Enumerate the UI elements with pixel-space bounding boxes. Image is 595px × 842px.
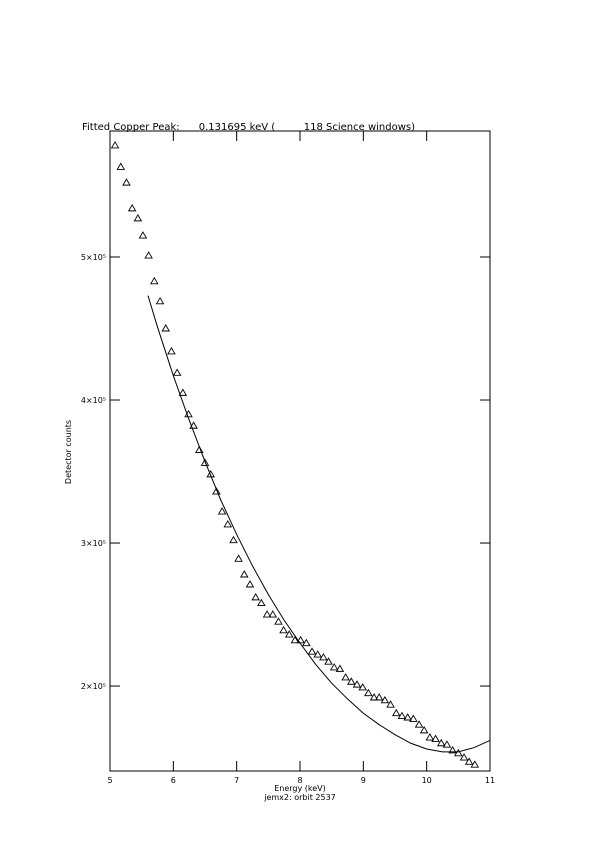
data-point <box>409 714 418 722</box>
data-point <box>239 570 249 578</box>
y-tick-label: 2×10⁵ <box>81 682 106 691</box>
data-point <box>347 677 356 685</box>
data-point <box>448 746 457 754</box>
x-tick-label: 9 <box>361 776 366 785</box>
data-point <box>414 720 424 728</box>
data-point <box>391 708 401 717</box>
data-point <box>229 535 238 544</box>
data-point <box>302 638 311 647</box>
data-point <box>380 695 390 704</box>
data-point <box>464 757 474 765</box>
data-point <box>296 635 305 644</box>
data-point <box>369 693 379 701</box>
data-point <box>319 653 328 661</box>
data-point <box>144 251 153 259</box>
data-point <box>335 664 345 672</box>
x-tick-label: 7 <box>234 776 239 785</box>
data-point <box>470 760 480 768</box>
data-point <box>352 680 362 688</box>
data-point <box>110 141 120 149</box>
data-point <box>178 388 188 396</box>
data-point <box>442 740 452 748</box>
data-point <box>454 748 463 757</box>
data-point <box>161 324 171 332</box>
data-point <box>245 580 255 588</box>
y-tick-label: 4×10⁵ <box>81 396 106 405</box>
x-tick-label: 10 <box>422 776 432 785</box>
data-point <box>329 663 339 671</box>
data-point <box>206 469 215 478</box>
data-point <box>122 178 131 186</box>
data-point <box>425 733 435 741</box>
data-point <box>223 520 233 528</box>
data-point <box>217 507 227 515</box>
data-point <box>138 231 148 239</box>
data-point <box>155 296 165 305</box>
data-point <box>374 693 384 701</box>
x-axis-label: Energy (keV) <box>274 784 326 793</box>
data-point <box>313 650 323 658</box>
data-point <box>234 554 243 562</box>
x-tick-label: 6 <box>171 776 176 785</box>
data-point <box>431 734 440 742</box>
data-point <box>127 203 137 212</box>
data-point <box>133 213 143 222</box>
data-point <box>257 598 266 607</box>
data-point <box>251 592 260 601</box>
data-point <box>268 610 278 618</box>
data-point <box>189 421 198 429</box>
data-point <box>116 162 126 170</box>
subtitle: jemx2: orbit 2537 <box>263 793 336 802</box>
data-point <box>341 673 350 681</box>
data-point <box>459 753 469 761</box>
data-point <box>274 617 283 625</box>
data-point <box>324 657 333 665</box>
data-point <box>436 738 446 747</box>
chart-title: Fitted Copper Peak: 0.131695 keV ( 118 S… <box>82 122 415 133</box>
data-point <box>307 647 317 655</box>
y-tick-label: 5×10⁵ <box>81 253 106 262</box>
x-tick-label: 8 <box>297 776 302 785</box>
data-point <box>172 368 182 376</box>
y-tick-label: 3×10⁵ <box>81 539 106 548</box>
data-point <box>358 683 367 691</box>
data-point <box>397 711 407 720</box>
data-point <box>200 458 210 466</box>
data-point <box>419 725 429 734</box>
data-point <box>403 713 412 721</box>
data-point <box>212 487 221 495</box>
data-point <box>290 635 300 644</box>
data-point <box>167 346 176 355</box>
x-tick-label: 11 <box>485 776 495 785</box>
data-point <box>364 688 373 697</box>
data-point <box>279 625 288 634</box>
y-axis-label: Detector counts <box>64 420 73 484</box>
data-point <box>284 630 294 638</box>
data-point <box>262 610 272 618</box>
fit-line <box>147 295 491 753</box>
data-point <box>386 700 395 708</box>
data-point <box>195 445 204 454</box>
x-tick-label: 5 <box>107 776 112 785</box>
data-point <box>150 276 159 285</box>
